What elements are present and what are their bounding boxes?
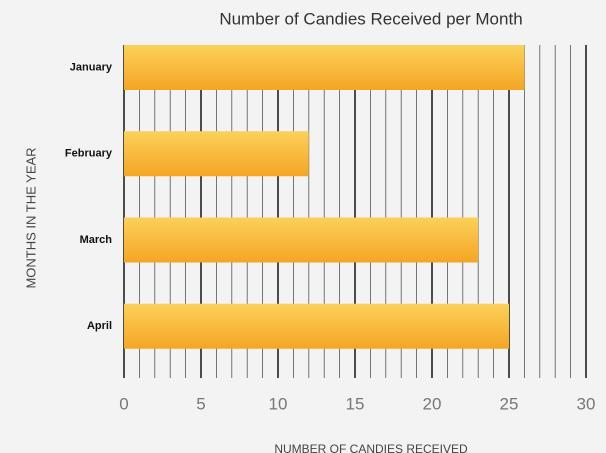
y-axis-label: MONTHS IN THE YEAR	[23, 147, 38, 288]
y-tick-label: April	[87, 320, 112, 332]
y-tick-label: February	[65, 148, 113, 160]
x-tick-label: 20	[423, 394, 442, 413]
x-axis-label: NUMBER OF CANDIES RECEIVED	[274, 442, 468, 453]
chart-title: Number of Candies Received per Month	[219, 9, 522, 28]
x-tick-label: 10	[269, 394, 288, 413]
y-tick-label: January	[70, 61, 113, 73]
bar	[124, 45, 525, 90]
x-tick-label: 25	[500, 394, 519, 413]
x-tick-label: 30	[577, 394, 596, 413]
bar	[124, 217, 479, 263]
y-tick-label: March	[80, 234, 113, 246]
x-tick-label: 15	[346, 394, 365, 413]
x-tick-label: 5	[196, 394, 205, 413]
x-tick-label: 0	[119, 394, 128, 413]
bar	[124, 303, 509, 349]
bar	[124, 131, 309, 177]
